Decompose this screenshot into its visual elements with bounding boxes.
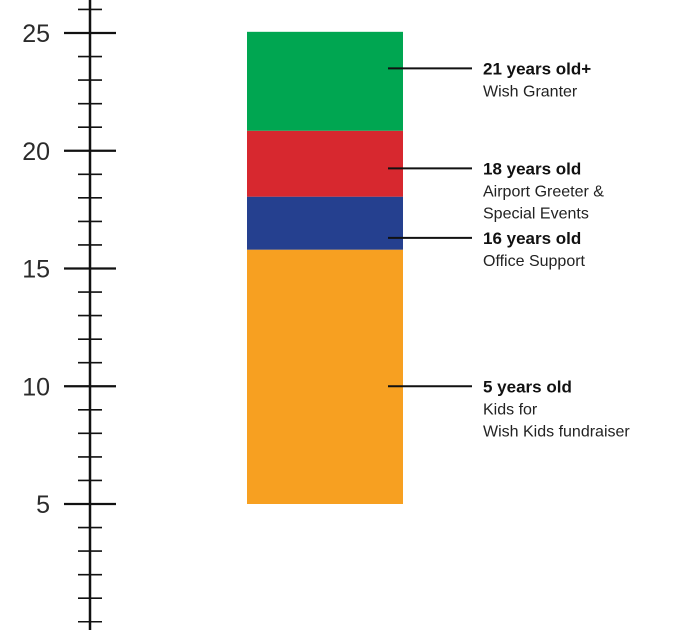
callout-role-label: Kids for [483,401,538,418]
callout-age-label: 21 years old+ [483,59,591,78]
callout-role-label: Wish Kids fundraiser [483,423,630,440]
callout-role-label: Special Events [483,205,589,222]
tick-label: 25 [22,20,50,48]
age-segment [247,130,403,197]
stacked-age-bar [247,31,403,504]
callout-age-label: 18 years old [483,159,581,178]
callout-age-label: 16 years old [483,229,581,248]
age-axis: 5 10 15 20 25 [22,0,116,630]
tick-label: 10 [22,373,50,401]
tick-label: 20 [22,138,50,166]
age-segment [247,196,403,250]
age-callouts: 21 years old+ Wish Granter 18 years old Air… [388,59,630,440]
tick-label: 15 [22,256,50,284]
callout-role-label: Airport Greeter & [483,183,604,200]
callout-role-label: Wish Granter [483,83,578,100]
tick-label: 5 [36,491,50,519]
callout-age-label: 5 years old [483,377,572,396]
callout-role-label: Office Support [483,253,586,270]
age-segment [247,31,403,131]
age-segment [247,249,403,504]
